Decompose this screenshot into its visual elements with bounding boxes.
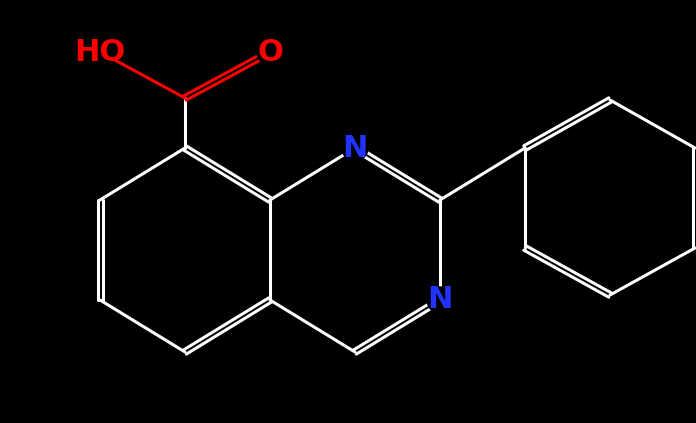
Text: N: N (342, 134, 367, 162)
Circle shape (257, 39, 283, 65)
Text: N: N (427, 286, 452, 314)
Circle shape (87, 39, 113, 65)
Text: HO: HO (74, 38, 125, 66)
Circle shape (342, 135, 368, 161)
Text: O: O (257, 38, 283, 66)
Circle shape (427, 287, 453, 313)
